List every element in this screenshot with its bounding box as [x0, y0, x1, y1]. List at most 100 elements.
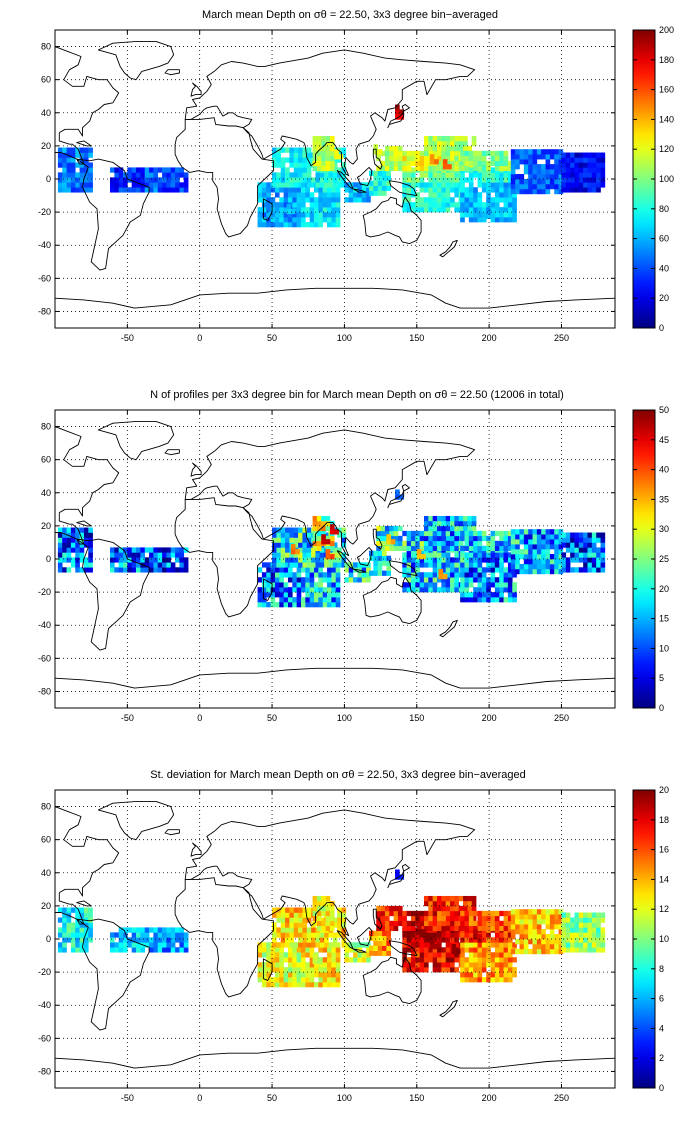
bin-cell [79, 552, 85, 558]
bin-cell [83, 927, 89, 933]
coastline [76, 520, 92, 527]
bin-cell [578, 537, 584, 543]
bin-cell [432, 577, 438, 583]
bin-cell [415, 155, 420, 162]
bin-cell [565, 157, 571, 163]
bin-cell [402, 582, 407, 588]
bin-cell [437, 515, 442, 522]
bin-cell [123, 567, 128, 573]
bin-cell [316, 160, 322, 167]
bin-cell [464, 202, 470, 208]
bin-cell [468, 967, 474, 973]
bin-cell [499, 160, 504, 167]
bin-cell [166, 567, 172, 573]
bin-cell [515, 549, 520, 555]
bin-cell [274, 572, 280, 578]
bin-cell [528, 554, 533, 560]
bin-cell [382, 930, 387, 936]
bin-cell [57, 187, 63, 193]
bin-cell [445, 545, 451, 552]
bin-cell [361, 957, 367, 963]
bin-cell [70, 557, 76, 563]
bin-cell [170, 187, 176, 193]
bin-cell [270, 567, 276, 573]
bin-cell [312, 905, 318, 912]
bin-cell [441, 552, 446, 558]
bin-cell [309, 592, 315, 598]
bin-cell [432, 150, 438, 157]
bin-cell [327, 947, 332, 953]
bin-cell [335, 222, 341, 228]
bin-cell [494, 177, 500, 183]
bin-cell [316, 920, 322, 927]
bin-cell [318, 592, 323, 598]
bin-cell [415, 197, 420, 203]
bin-cell [454, 165, 460, 172]
bin-cell [318, 207, 323, 213]
bin-cell [432, 202, 438, 208]
bin-cell [515, 183, 520, 190]
bin-cell [312, 530, 318, 537]
bin-cell [66, 927, 72, 933]
bin-cell [298, 152, 303, 158]
bin-cell [123, 927, 128, 933]
bin-cell [377, 930, 383, 936]
bin-cell [329, 165, 335, 172]
bin-cell [410, 962, 416, 968]
bin-cell [114, 557, 119, 563]
colorbar-tick-label: 180 [659, 55, 674, 65]
bin-cell [298, 932, 303, 938]
bin-cell [321, 525, 326, 532]
bin-cell [283, 602, 289, 608]
bin-cell [309, 972, 315, 978]
bin-cell [460, 535, 465, 542]
bin-cell [270, 197, 276, 203]
bin-cell [337, 147, 342, 153]
bin-cell [468, 150, 474, 157]
data-cells [57, 104, 606, 228]
bin-cell [450, 545, 455, 552]
bin-cell [285, 172, 290, 178]
bin-cell [490, 562, 496, 568]
bin-cell [386, 175, 392, 181]
bin-cell [386, 170, 392, 176]
bin-cell [454, 915, 460, 922]
bin-cell [306, 927, 312, 933]
bin-cell [179, 187, 185, 193]
bin-cell [344, 952, 350, 958]
bin-cell [270, 952, 276, 958]
bin-cell [528, 559, 533, 565]
bin-cell [166, 947, 172, 953]
bin-cell [114, 552, 119, 558]
bin-cell [528, 154, 533, 160]
bin-cell [357, 957, 363, 963]
bin-cell [79, 182, 85, 188]
bin-cell [499, 592, 504, 598]
bin-cell [373, 550, 378, 556]
bin-cell [75, 922, 80, 928]
bin-cell [329, 925, 335, 932]
bin-cell [450, 530, 455, 537]
bin-cell [561, 552, 567, 558]
bin-cell [460, 202, 465, 208]
bin-cell [468, 937, 474, 943]
bin-cell [131, 557, 137, 563]
bin-cell [503, 920, 509, 927]
bin-cell [341, 917, 347, 923]
bin-cell [366, 957, 371, 963]
bin-cell [486, 932, 491, 938]
bin-cell [410, 172, 416, 178]
bin-cell [335, 967, 341, 973]
bin-cell [402, 155, 407, 162]
bin-cell [441, 920, 446, 927]
bin-cell [406, 535, 412, 542]
bin-cell [324, 932, 329, 938]
bin-cell [377, 149, 383, 155]
bin-cell [274, 592, 280, 598]
bin-cell [366, 572, 371, 578]
colorbar-tick-label: 20 [659, 293, 669, 303]
bin-cell [386, 180, 392, 186]
bin-cell [441, 525, 446, 532]
bin-cell [293, 162, 299, 168]
bin-cell [532, 929, 538, 935]
